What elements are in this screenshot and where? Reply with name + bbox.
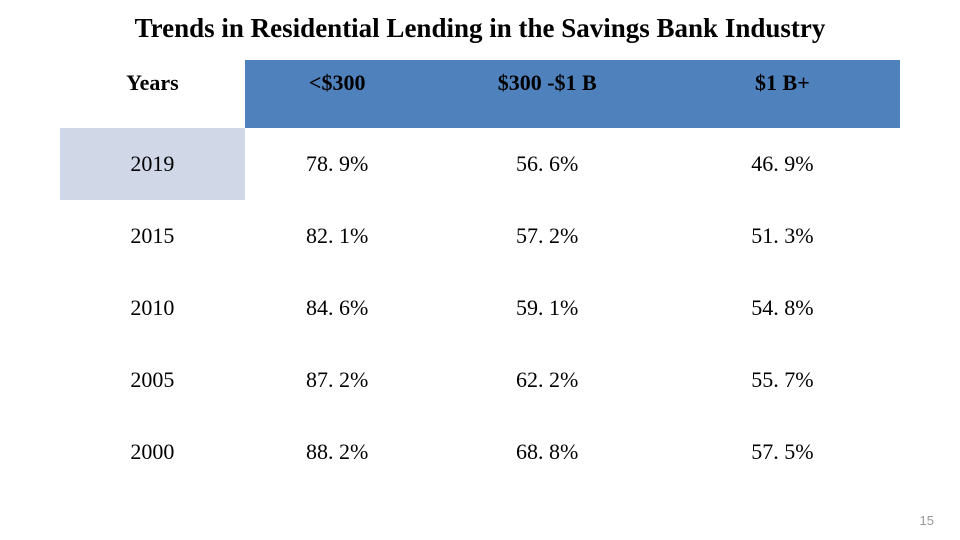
table-row: 2000 88. 2% 68. 8% 57. 5% <box>60 416 900 488</box>
cell-value: 57. 5% <box>665 416 900 488</box>
cell-value: 78. 9% <box>245 128 430 200</box>
col-header-under-300: <$300 <box>245 60 430 128</box>
cell-value: 54. 8% <box>665 272 900 344</box>
cell-value: 55. 7% <box>665 344 900 416</box>
cell-value: 51. 3% <box>665 200 900 272</box>
cell-value: 62. 2% <box>430 344 665 416</box>
table-row: 2010 84. 6% 59. 1% 54. 8% <box>60 272 900 344</box>
cell-year: 2005 <box>60 344 245 416</box>
cell-value: 82. 1% <box>245 200 430 272</box>
cell-year: 2010 <box>60 272 245 344</box>
cell-value: 87. 2% <box>245 344 430 416</box>
col-header-1b-plus: $1 B+ <box>665 60 900 128</box>
cell-value: 59. 1% <box>430 272 665 344</box>
table-row: 2019 78. 9% 56. 6% 46. 9% <box>60 128 900 200</box>
col-header-300-1b: $300 -$1 B <box>430 60 665 128</box>
cell-value: 46. 9% <box>665 128 900 200</box>
col-header-years: Years <box>60 60 245 128</box>
table-container: Years <$300 $300 -$1 B $1 B+ 2019 78. 9%… <box>0 54 960 488</box>
page-number: 15 <box>920 513 934 528</box>
cell-value: 56. 6% <box>430 128 665 200</box>
cell-year: 2000 <box>60 416 245 488</box>
cell-year: 2015 <box>60 200 245 272</box>
cell-value: 88. 2% <box>245 416 430 488</box>
table-header-row: Years <$300 $300 -$1 B $1 B+ <box>60 60 900 128</box>
table-row: 2015 82. 1% 57. 2% 51. 3% <box>60 200 900 272</box>
data-table: Years <$300 $300 -$1 B $1 B+ 2019 78. 9%… <box>60 60 900 488</box>
cell-value: 68. 8% <box>430 416 665 488</box>
table-row: 2005 87. 2% 62. 2% 55. 7% <box>60 344 900 416</box>
cell-value: 57. 2% <box>430 200 665 272</box>
page-title: Trends in Residential Lending in the Sav… <box>0 0 960 54</box>
cell-value: 84. 6% <box>245 272 430 344</box>
cell-year: 2019 <box>60 128 245 200</box>
